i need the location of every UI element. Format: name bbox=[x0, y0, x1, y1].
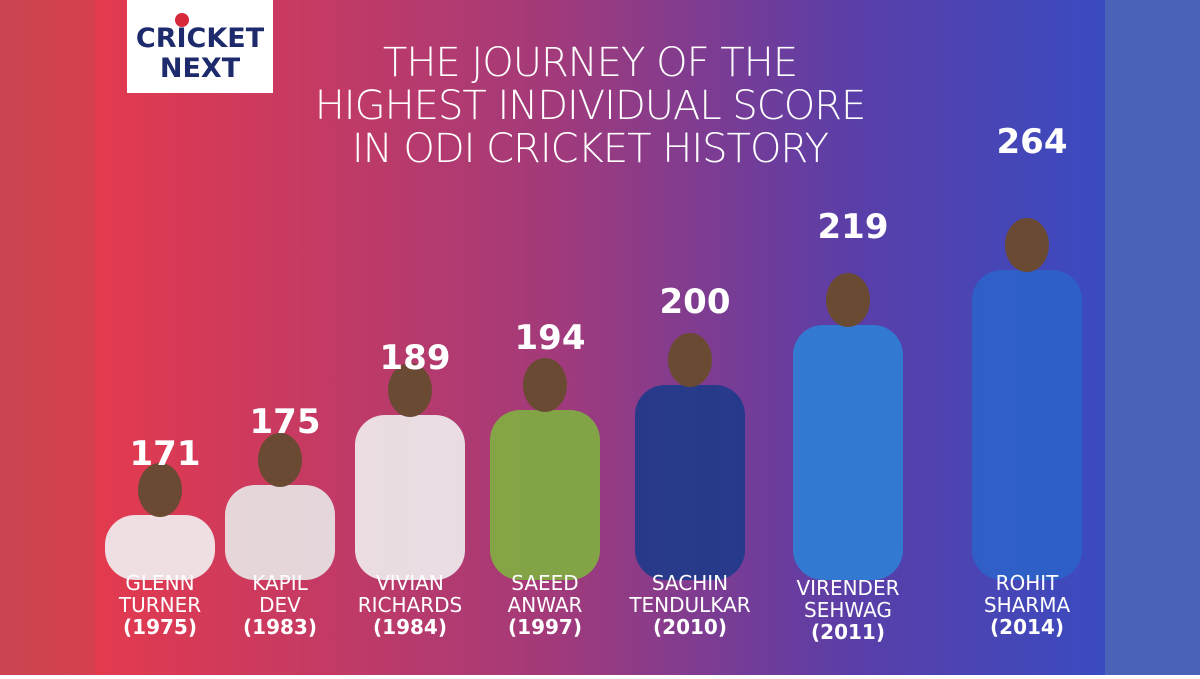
score: 194 bbox=[515, 318, 586, 358]
player-year: (2011) bbox=[811, 620, 885, 644]
player-year: (2010) bbox=[653, 615, 727, 639]
player-name: DEV bbox=[259, 593, 301, 617]
player-year: (2014) bbox=[990, 615, 1064, 639]
player-name: SAEED bbox=[511, 571, 578, 595]
player-body bbox=[490, 410, 600, 580]
player-head bbox=[138, 463, 182, 517]
player-body bbox=[355, 415, 465, 580]
logo-box bbox=[127, 0, 273, 93]
logo-text: CRICKET bbox=[136, 23, 265, 54]
score: 264 bbox=[997, 122, 1068, 162]
player-head bbox=[523, 358, 567, 412]
player-name: TENDULKAR bbox=[628, 593, 750, 617]
title-line: IN ODI CRICKET HISTORY bbox=[352, 126, 829, 172]
score: 189 bbox=[380, 338, 451, 378]
player-name: ROHIT bbox=[996, 571, 1060, 595]
player-name: SEHWAG bbox=[804, 598, 892, 622]
player-name: ANWAR bbox=[508, 593, 583, 617]
score: 219 bbox=[818, 207, 889, 247]
title-line: THE JOURNEY OF THE bbox=[383, 40, 797, 86]
figures bbox=[105, 218, 1082, 580]
score: 171 bbox=[130, 434, 201, 474]
side-panel bbox=[1105, 0, 1200, 675]
logo-ball bbox=[175, 13, 189, 27]
player-name: SACHIN bbox=[652, 571, 728, 595]
player-name: TURNER bbox=[118, 593, 201, 617]
title-line: HIGHEST INDIVIDUAL SCORE bbox=[315, 83, 866, 129]
player-year: (1975) bbox=[123, 615, 197, 639]
player-year: (1984) bbox=[373, 615, 447, 639]
player-body bbox=[972, 270, 1082, 580]
player-name: SHARMA bbox=[984, 593, 1071, 617]
player-body bbox=[225, 485, 335, 580]
player-name: GLENN bbox=[125, 571, 194, 595]
player-year: (1983) bbox=[243, 615, 317, 639]
player-name: KAPIL bbox=[252, 571, 308, 595]
player-head bbox=[388, 363, 432, 417]
score: 175 bbox=[250, 402, 321, 442]
score: 200 bbox=[660, 282, 731, 322]
player-year: (1997) bbox=[508, 615, 582, 639]
player-head bbox=[826, 273, 870, 327]
player-body bbox=[793, 325, 903, 580]
logo-text: NEXT bbox=[160, 53, 241, 84]
side-panel bbox=[0, 0, 95, 675]
player-head bbox=[668, 333, 712, 387]
player-name: RICHARDS bbox=[358, 593, 462, 617]
player-name: VIRENDER bbox=[796, 576, 899, 600]
player-head bbox=[258, 433, 302, 487]
player-head bbox=[1005, 218, 1049, 272]
player-body bbox=[635, 385, 745, 580]
player-body bbox=[105, 515, 215, 580]
player-name: VIVIAN bbox=[376, 571, 444, 595]
